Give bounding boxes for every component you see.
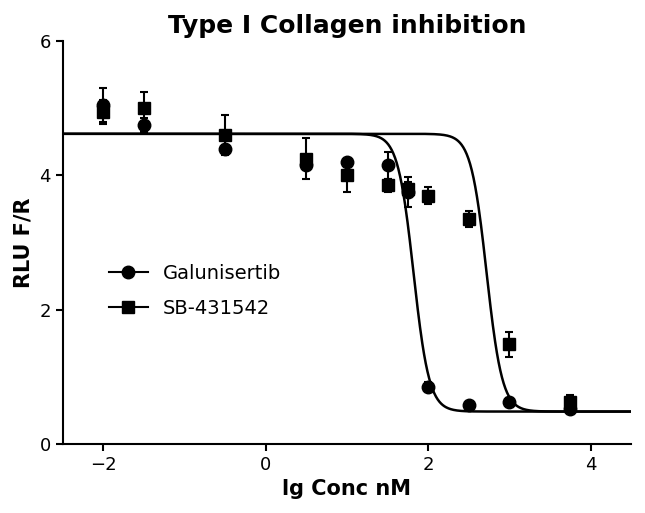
Title: Type I Collagen inhibition: Type I Collagen inhibition [168, 14, 526, 38]
X-axis label: lg Conc nM: lg Conc nM [283, 479, 412, 499]
Y-axis label: RLU F/R: RLU F/R [14, 197, 34, 288]
Legend: Galunisertib, SB-431542: Galunisertib, SB-431542 [101, 256, 289, 325]
